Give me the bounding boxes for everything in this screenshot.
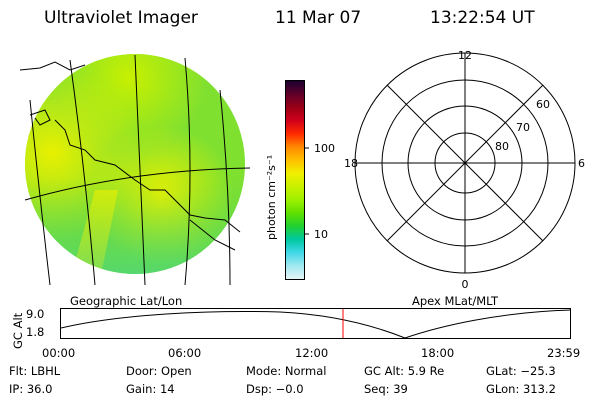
orbit-ytick-1-8: 1.8 — [26, 325, 45, 339]
orbit-xtick-0600: 06:00 — [168, 346, 202, 360]
status-glon: GLon: 313.2 — [486, 382, 556, 396]
lat-lon-grid — [24, 54, 251, 286]
status-door: Door: Open — [126, 364, 192, 378]
time-label: 13:22:54 UT — [430, 8, 535, 28]
colorbar-ticks: 100 10 — [305, 142, 335, 241]
status-seq: Seq: 39 — [364, 382, 408, 396]
mlt-label-18: 18 — [344, 157, 358, 170]
orbit-ytick-9: 9.0 — [26, 307, 45, 321]
status-dsp: Dsp: −0.0 — [246, 382, 304, 396]
mlt-label-0: 0 — [462, 278, 469, 290]
colorbar-tick-10: 10 — [314, 228, 328, 241]
status-glat: GLat: −25.3 — [486, 364, 556, 378]
geographic-image-panel — [19, 54, 251, 286]
orbit-altitude-plot — [60, 308, 572, 339]
geographic-caption: Geographic Lat/Lon — [70, 294, 183, 308]
app-title: Ultraviolet Imager — [44, 8, 198, 28]
orbit-xtick-0000: 00:00 — [42, 346, 76, 360]
apex-caption: Apex MLat/MLT — [412, 294, 499, 308]
coastline — [19, 61, 241, 251]
orbit-ylabel: GC Alt — [11, 312, 25, 349]
lat-label-60: 60 — [536, 98, 550, 111]
status-mode: Mode: Normal — [246, 364, 327, 378]
date-label: 11 Mar 07 — [275, 8, 362, 28]
colorbar-unit-label: photon cm⁻²s⁻¹ — [265, 154, 278, 240]
orbit-xtick-1200: 12:00 — [295, 346, 329, 360]
status-gain: Gain: 14 — [126, 382, 175, 396]
mlt-label-12: 12 — [458, 49, 472, 62]
mlt-label-6: 6 — [578, 157, 585, 170]
orbit-xtick-2359: 23:59 — [547, 346, 581, 360]
polar-mlt-panel: 12 18 6 0 60 70 80 — [344, 49, 585, 290]
status-ip: IP: 36.0 — [9, 382, 53, 396]
colorbar — [285, 80, 305, 280]
colorbar-tick-100: 100 — [314, 142, 335, 155]
auroral-image-disk — [25, 54, 245, 274]
lat-label-80: 80 — [495, 140, 509, 153]
orbit-xtick-1800: 18:00 — [421, 346, 455, 360]
lat-label-70: 70 — [516, 121, 530, 134]
status-flt: Flt: LBHL — [9, 364, 61, 378]
status-gc-alt: GC Alt: 5.9 Re — [364, 364, 445, 378]
